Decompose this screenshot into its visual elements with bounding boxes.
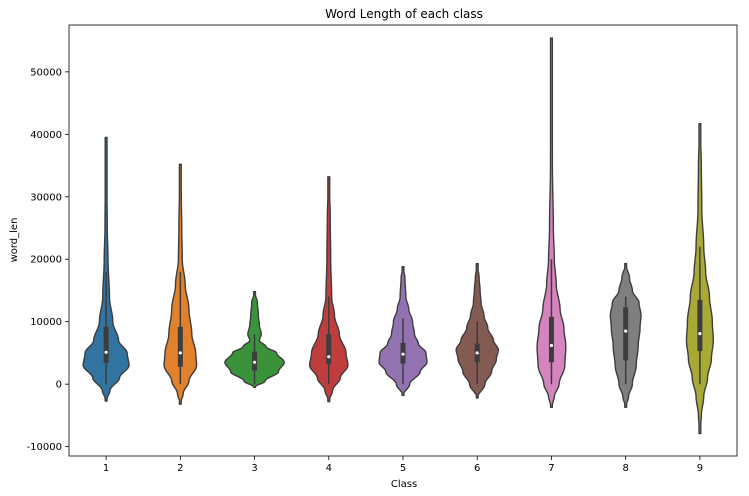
median-dot-class-6 xyxy=(475,351,479,355)
y-axis: -10000 0 10000 20000 30000 40000 50000 xyxy=(27,67,69,453)
x-tick-label: 5 xyxy=(400,463,406,474)
x-tick-label: 2 xyxy=(177,463,183,474)
chart-title: Word Length of each class xyxy=(325,7,483,21)
median-dot-class-7 xyxy=(549,343,554,348)
median-dot-class-9 xyxy=(698,331,702,336)
iqr-box-class-7 xyxy=(548,316,554,363)
x-tick-label: 9 xyxy=(697,463,703,474)
median-dot-class-3 xyxy=(252,360,257,364)
violins-layer xyxy=(82,37,714,435)
iqr-box-class-9 xyxy=(697,299,703,352)
x-tick-label: 8 xyxy=(622,463,628,474)
median-dot-class-1 xyxy=(104,350,108,354)
median-dot-class-4 xyxy=(327,355,331,359)
x-tick-label: 4 xyxy=(326,463,332,474)
x-tick-label: 7 xyxy=(548,463,554,474)
y-tick-label: 30000 xyxy=(30,192,62,203)
violin-body-class-1 xyxy=(82,136,130,402)
x-axis: 1 2 3 4 5 6 7 8 9 xyxy=(103,456,703,474)
y-tick-label: 40000 xyxy=(30,130,62,141)
x-tick-label: 3 xyxy=(251,463,257,474)
y-axis-title: word_len xyxy=(9,218,20,263)
x-axis-title: Class xyxy=(391,479,417,490)
violin-body-class-7 xyxy=(536,37,567,408)
iqr-box-class-1 xyxy=(103,326,109,363)
y-tick-label: 50000 xyxy=(30,67,62,78)
y-tick-label: 10000 xyxy=(30,317,62,328)
x-tick-label: 1 xyxy=(103,463,109,474)
violin-body-class-4 xyxy=(308,176,349,403)
y-tick-label: -10000 xyxy=(27,442,62,453)
median-dot-class-2 xyxy=(178,351,182,355)
iqr-box-class-2 xyxy=(177,326,183,367)
x-tick-label: 6 xyxy=(474,463,480,474)
median-dot-class-8 xyxy=(624,329,628,333)
iqr-box-class-4 xyxy=(326,334,332,365)
y-tick-label: 0 xyxy=(56,380,62,391)
iqr-box-class-8 xyxy=(623,307,629,361)
median-dot-class-5 xyxy=(401,352,405,356)
y-tick-label: 20000 xyxy=(30,255,62,266)
